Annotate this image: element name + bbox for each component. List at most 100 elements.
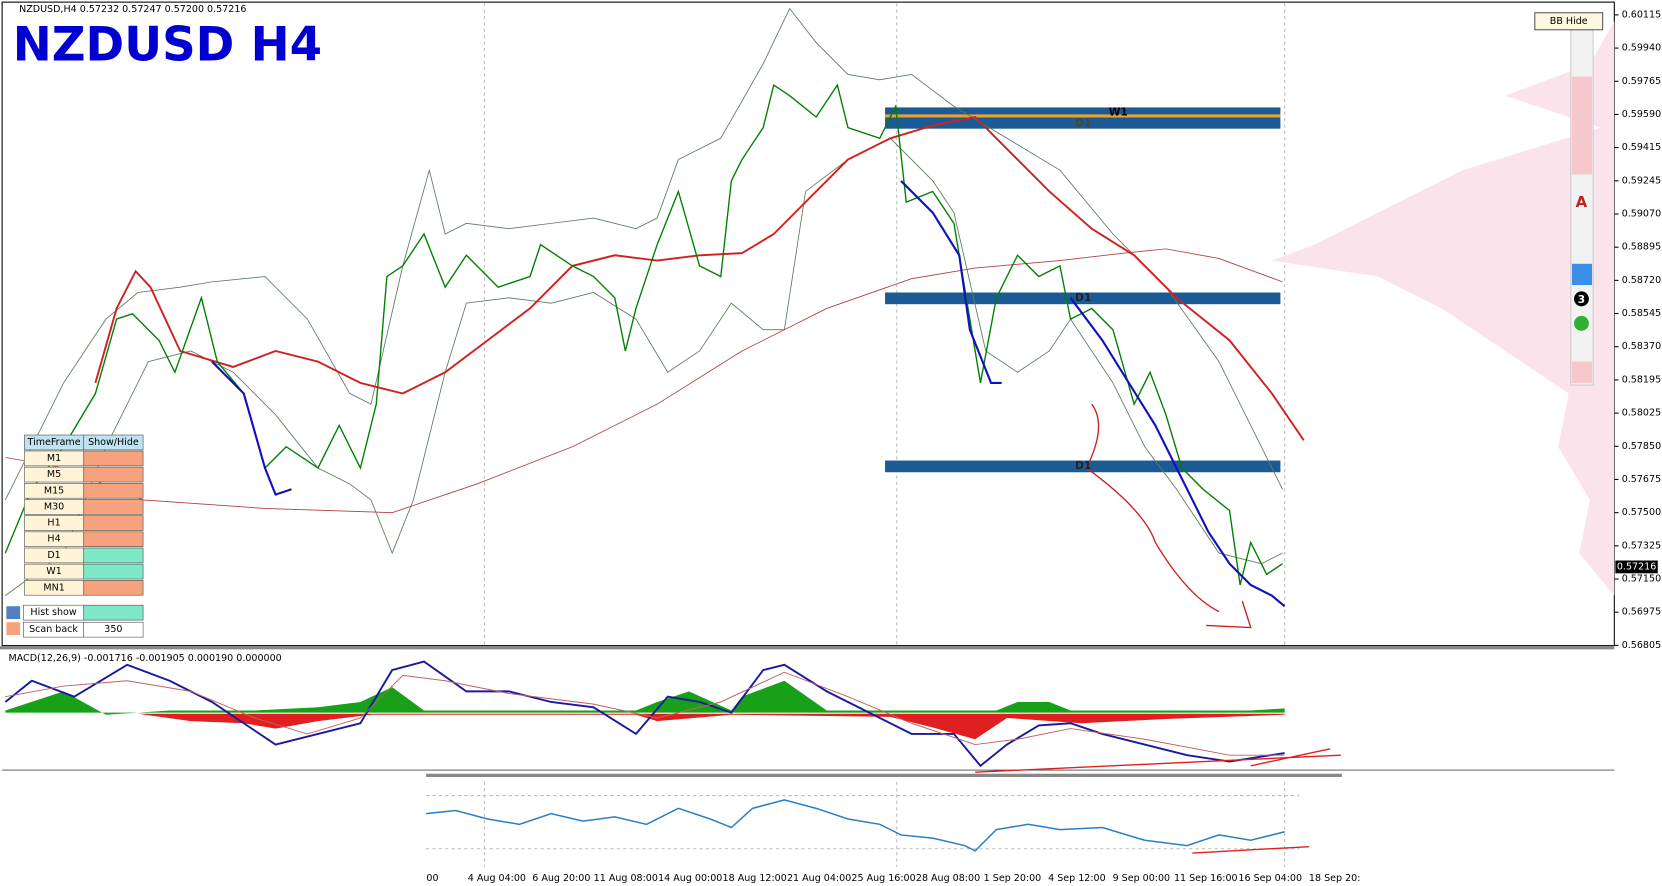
zone-label: D1 <box>1075 459 1091 472</box>
toolbar[interactable] <box>1570 22 1594 386</box>
zone-w1 <box>885 107 1281 129</box>
toolbar-group[interactable] <box>1571 76 1593 175</box>
x-tick-label: 00 <box>426 873 438 884</box>
divergence-line <box>975 748 1341 773</box>
timeframe-label: MN1 <box>43 582 64 593</box>
scissors-tool[interactable] <box>1571 361 1593 383</box>
x-tick-label: 11 Aug 08:00 <box>594 873 658 884</box>
panel-icon <box>6 606 21 620</box>
panel-header: Show/Hide <box>88 437 139 448</box>
y-tick-label: 0.58370 <box>1622 341 1661 352</box>
symbol-info: NZDUSD,H4 0.57232 0.57247 0.57200 0.5721… <box>19 4 246 15</box>
y-tick-label: 0.56975 <box>1622 607 1661 618</box>
toggle-cell[interactable] <box>83 515 144 531</box>
clock-icon[interactable] <box>1574 315 1589 331</box>
y-tick-label: 0.57325 <box>1622 540 1661 551</box>
scan-back-label: Scan back <box>29 624 78 635</box>
y-tick-label: 0.58720 <box>1622 275 1661 286</box>
current-price-box <box>1615 560 1658 574</box>
y-tick-label: 0.58545 <box>1622 308 1661 319</box>
toggle-cell[interactable] <box>83 579 144 596</box>
timeframe-label: W1 <box>46 566 61 577</box>
hist-toggle-cell[interactable] <box>83 604 144 621</box>
y-tick-label: 0.59070 <box>1622 208 1661 219</box>
chart-title: NZDUSD H4 <box>13 18 322 72</box>
x-tick-label: 11 Sep 16:00 <box>1174 873 1238 884</box>
y-tick-label: 0.59245 <box>1622 175 1661 186</box>
text-tool[interactable]: A <box>1576 193 1588 211</box>
macd-label: MACD(12,26,9) -0.001716 -0.001905 0.0001… <box>8 653 281 664</box>
bb-hide-button[interactable] <box>1534 12 1604 31</box>
toggle-cell[interactable] <box>83 547 144 564</box>
badge-icon[interactable] <box>1574 291 1589 307</box>
trend-segments <box>211 180 1286 608</box>
x-tick-label: 18 Aug 12:00 <box>723 873 787 884</box>
oscillator <box>426 799 1285 852</box>
panel-header: TimeFrame <box>27 437 81 448</box>
y-tick-label: 0.58025 <box>1622 408 1661 419</box>
x-tick-label: 25 Aug 16:00 <box>851 873 915 884</box>
toggle-cell[interactable] <box>83 450 144 467</box>
period-separators <box>483 3 1286 867</box>
y-tick-label: 0.59590 <box>1622 109 1661 120</box>
y-tick-label: 0.57850 <box>1622 441 1661 452</box>
zone-label: D1 <box>1075 291 1091 304</box>
x-tick-label: 9 Sep 00:00 <box>1113 873 1171 884</box>
x-tick-label: 6 Aug 20:00 <box>532 873 590 884</box>
level-lines <box>426 795 1300 850</box>
timeframe-label: M30 <box>44 501 64 512</box>
x-tick-label: 28 Aug 08:00 <box>916 873 980 884</box>
y-tick-label: 0.58195 <box>1622 374 1661 385</box>
divergence-line <box>1192 845 1310 854</box>
badge: 3 <box>1578 293 1585 306</box>
y-tick-label: 0.59940 <box>1622 43 1661 54</box>
timeframe-label: H1 <box>47 518 60 529</box>
y-tick-label: 0.57150 <box>1622 574 1661 585</box>
ma-slow <box>5 248 1283 514</box>
toggle-cell[interactable] <box>83 466 144 483</box>
macd-histogram-up <box>5 680 1285 715</box>
y-tick-label: 0.57675 <box>1622 474 1661 485</box>
toggle-cell[interactable] <box>83 482 144 499</box>
ma-fast <box>94 115 1305 441</box>
bollinger-lower <box>5 137 1283 596</box>
panel-header-cell <box>83 434 144 451</box>
scan-back-value-cell[interactable] <box>83 621 144 638</box>
current-price: 0.57216 <box>1617 561 1656 572</box>
bb-hide-label[interactable]: BB Hide <box>1550 16 1588 27</box>
x-tick-label: 14 Aug 00:00 <box>658 873 722 884</box>
x-tick-label: 21 Aug 04:00 <box>787 873 851 884</box>
macd-line <box>4 660 1285 768</box>
timeframe-label: D1 <box>47 550 60 561</box>
timeframe-panel: TimeFrame Show/Hide M1 M5 M15 M30 H1 H4 D1 W1 MN1 H… <box>6 434 144 638</box>
x-tick-label: 4 Sep 12:00 <box>1048 873 1106 884</box>
x-tick-label: 4 Aug 04:00 <box>468 873 526 884</box>
x-tick-label: 18 Sep 20: <box>1309 873 1360 884</box>
drawing <box>1085 403 1252 629</box>
x-tick-label: 16 Sep 04:00 <box>1238 873 1302 884</box>
hist-show-label: Hist show <box>30 607 76 618</box>
color-tool[interactable] <box>1571 263 1593 286</box>
toggle-cell[interactable] <box>83 499 144 515</box>
zone-d1 <box>885 292 1281 305</box>
toggle-cell[interactable] <box>83 531 144 548</box>
axes: 0.60115 0.59940 0.59765 0.59590 0.59415 0.592… <box>426 9 1661 884</box>
macd-signal <box>5 671 1285 756</box>
zone-label: W1 <box>1109 106 1128 119</box>
zone-d1 <box>885 460 1281 473</box>
toggle-cell[interactable] <box>83 563 144 580</box>
y-tick-label: 0.59765 <box>1622 76 1661 87</box>
y-tick-label: 0.57500 <box>1622 507 1661 518</box>
y-tick-label: 0.60115 <box>1622 9 1661 20</box>
y-tick-label: 0.59415 <box>1622 142 1661 153</box>
timeframe-label: M5 <box>47 469 61 480</box>
zone-labels: W1 D1 D1 D1 <box>1075 106 1128 472</box>
y-tick-label: 0.58895 <box>1622 242 1661 253</box>
timeframe-label: M15 <box>44 485 64 496</box>
scan-back-value[interactable]: 350 <box>104 624 122 635</box>
macd-histogram-down <box>137 713 1285 740</box>
volume-profile <box>1271 21 1615 596</box>
panel-icon <box>6 622 21 635</box>
x-tick-label: 1 Sep 20:00 <box>984 873 1042 884</box>
